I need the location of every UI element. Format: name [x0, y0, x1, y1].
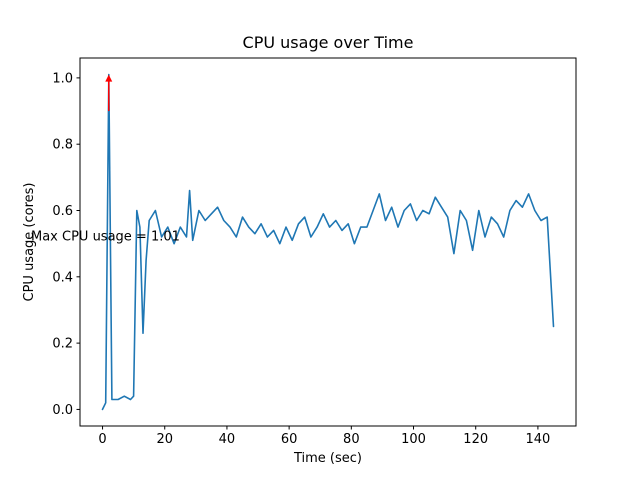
x-tick-label: 20 [156, 432, 173, 447]
data-series [101, 73, 555, 411]
x-axis-label: Time (sec) [293, 451, 362, 466]
axes-frame [79, 57, 577, 427]
x-tick-label: 80 [343, 432, 360, 447]
y-tick-label: 0.2 [52, 337, 73, 352]
y-tick-label: 1.0 [52, 71, 73, 86]
annotation-layer: Max CPU usage = 1.01 [31, 74, 180, 244]
y-tick-label: 0.0 [52, 403, 73, 418]
y-tick-label: 0.4 [52, 270, 73, 285]
annotation-arrow-head [105, 74, 113, 82]
axis-ticks: 0 20 40 60 80 100 120 140 0.0 0.2 0.4 0.6 0.8 1.0 [52, 71, 550, 447]
x-tick-label: 140 [525, 432, 550, 447]
chart-title: CPU usage over Time [243, 33, 414, 52]
max-cpu-annotation-text: Max CPU usage = 1.01 [31, 229, 180, 244]
x-tick-label: 100 [401, 432, 426, 447]
y-tick-label: 0.8 [52, 138, 73, 153]
x-tick-label: 120 [463, 432, 488, 447]
y-axis-label: CPU usage (cores) [22, 183, 37, 302]
x-tick-label: 0 [98, 432, 106, 447]
x-tick-label: 40 [219, 432, 236, 447]
cpu-usage-line [101, 73, 555, 411]
y-tick-label: 0.6 [52, 204, 73, 219]
x-tick-label: 60 [281, 432, 298, 447]
